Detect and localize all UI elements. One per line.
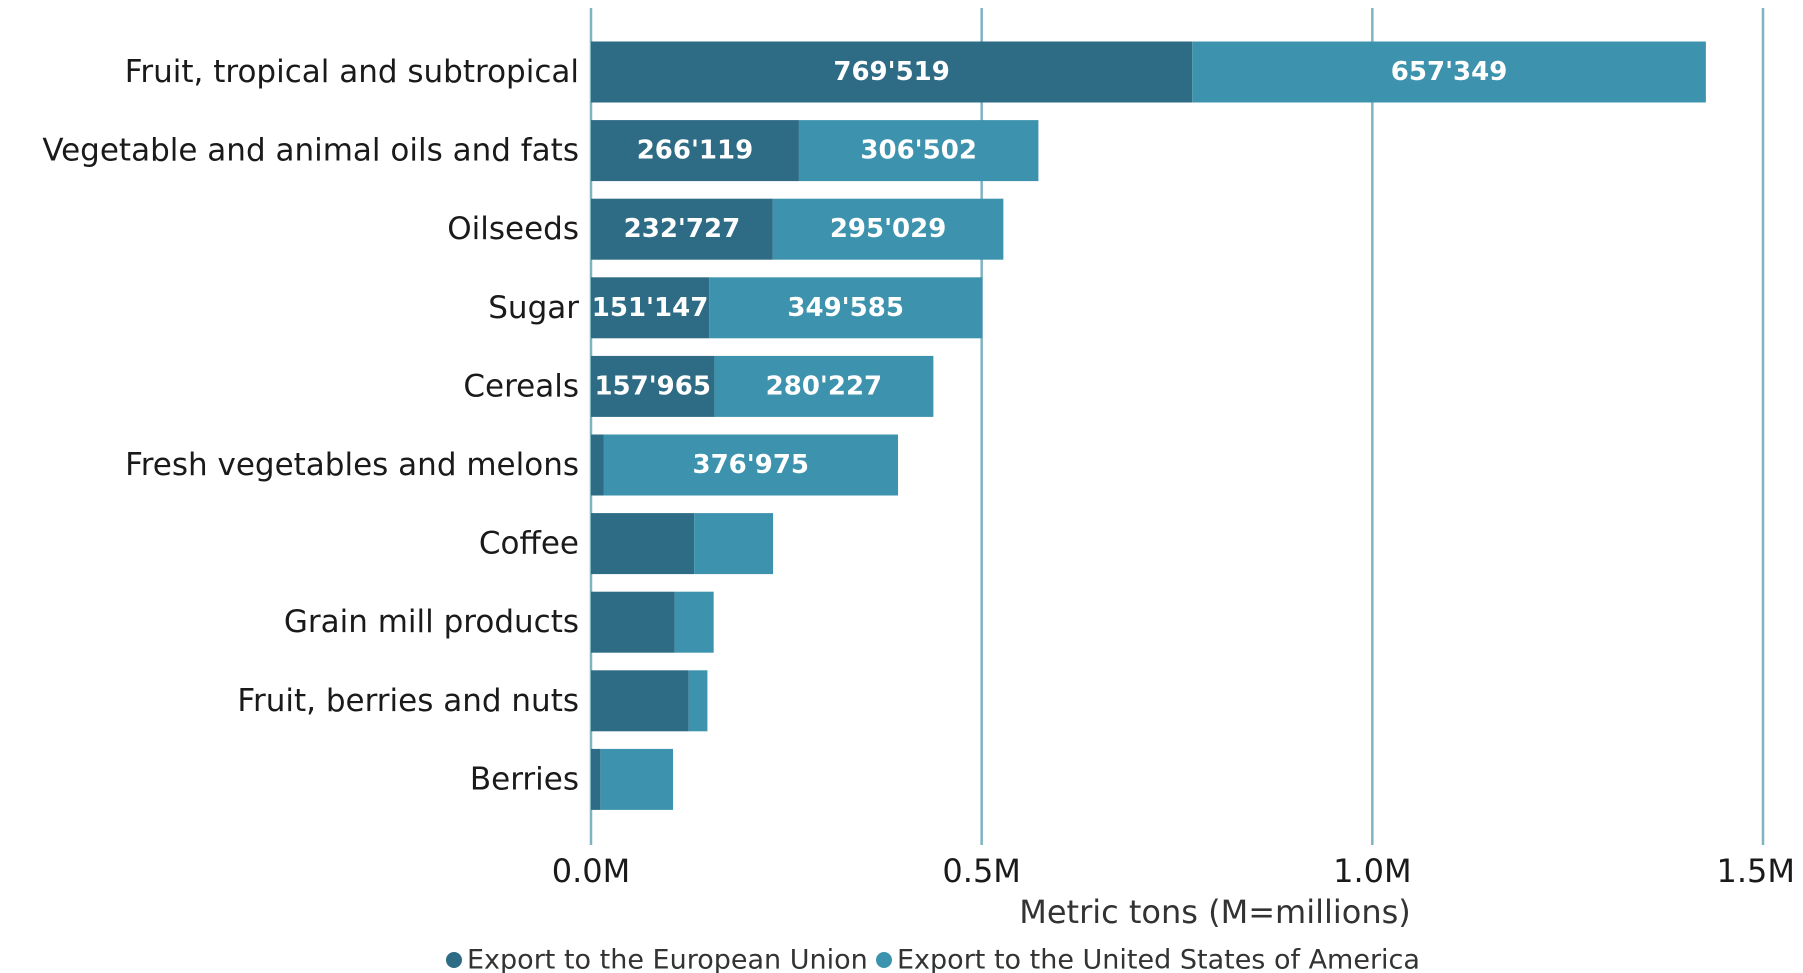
legend-label-eu: Export to the European Union xyxy=(467,945,868,973)
legend-marker-usa xyxy=(876,952,892,968)
category-label-4: Cereals xyxy=(463,368,579,404)
value-label-1-series-1: 306'502 xyxy=(860,136,977,166)
category-label-6: Coffee xyxy=(479,526,579,562)
bar-5-series-1 xyxy=(603,434,899,496)
bar-8-series-1 xyxy=(688,670,708,732)
value-label-2-series-0: 232'727 xyxy=(624,214,741,244)
category-label-3: Sugar xyxy=(488,290,579,326)
value-label-0-series-0: 769'519 xyxy=(833,57,950,87)
value-label-3-series-0: 151'147 xyxy=(592,293,709,323)
bar-3-series-1 xyxy=(709,277,983,339)
value-label-3-series-1: 349'585 xyxy=(787,293,904,323)
x-tick-label-1: 0.5M xyxy=(942,852,1021,890)
category-label-8: Fruit, berries and nuts xyxy=(237,683,579,719)
bar-6-series-0 xyxy=(591,513,695,575)
bar-7-series-1 xyxy=(674,591,714,653)
category-label-2: Oilseeds xyxy=(447,211,579,247)
category-label-5: Fresh vegetables and melons xyxy=(125,447,579,483)
x-tick-label-0: 0.0M xyxy=(552,852,631,890)
bar-3-series-0 xyxy=(591,277,710,339)
bar-8-series-0 xyxy=(591,670,689,732)
bar-9-series-1 xyxy=(600,748,674,810)
x-tick-label-2: 1.0M xyxy=(1333,852,1412,890)
bar-0-series-1 xyxy=(1192,41,1706,103)
bar-4-series-0 xyxy=(591,355,715,417)
category-labels: Fruit, tropical and subtropical Vegetable… xyxy=(42,54,579,797)
legend-label-usa: Export to the United States of America xyxy=(897,945,1420,973)
bar-1-series-1 xyxy=(798,120,1039,182)
bars xyxy=(591,41,1706,810)
value-label-0-series-1: 657'349 xyxy=(1391,57,1508,87)
legend: Export to the European Union Export to th… xyxy=(446,945,1420,973)
value-label-5-series-1: 376'975 xyxy=(693,450,810,480)
bar-6-series-1 xyxy=(694,513,774,575)
value-label-4-series-0: 157'965 xyxy=(594,371,711,401)
x-axis-title: Metric tons (M=millions) xyxy=(1019,893,1411,931)
bar-7-series-0 xyxy=(591,591,675,653)
category-label-1: Vegetable and animal oils and fats xyxy=(42,133,579,169)
category-label-9: Berries xyxy=(470,761,579,797)
legend-marker-eu xyxy=(446,952,462,968)
bar-9-series-0 xyxy=(591,748,601,810)
value-label-2-series-1: 295'029 xyxy=(830,214,947,244)
category-label-7: Grain mill products xyxy=(284,604,579,640)
category-label-0: Fruit, tropical and subtropical xyxy=(125,54,579,90)
bar-5-series-0 xyxy=(591,434,604,496)
value-label-1-series-0: 266'119 xyxy=(637,136,754,166)
bar-4-series-1 xyxy=(714,355,934,417)
value-labels: 769'519 657'349 266'119 306'502 232'727 295'0… xyxy=(592,57,1508,480)
value-label-4-series-1: 280'227 xyxy=(766,371,883,401)
bar-0-series-0 xyxy=(591,41,1193,103)
bar-2-series-0 xyxy=(591,198,773,260)
x-tick-label-3: 1.5M xyxy=(1717,852,1796,890)
x-axis-ticks: 0.0M 0.5M 1.0M 1.5M xyxy=(552,852,1795,890)
bar-2-series-1 xyxy=(772,198,1004,260)
bar-1-series-0 xyxy=(591,120,799,182)
